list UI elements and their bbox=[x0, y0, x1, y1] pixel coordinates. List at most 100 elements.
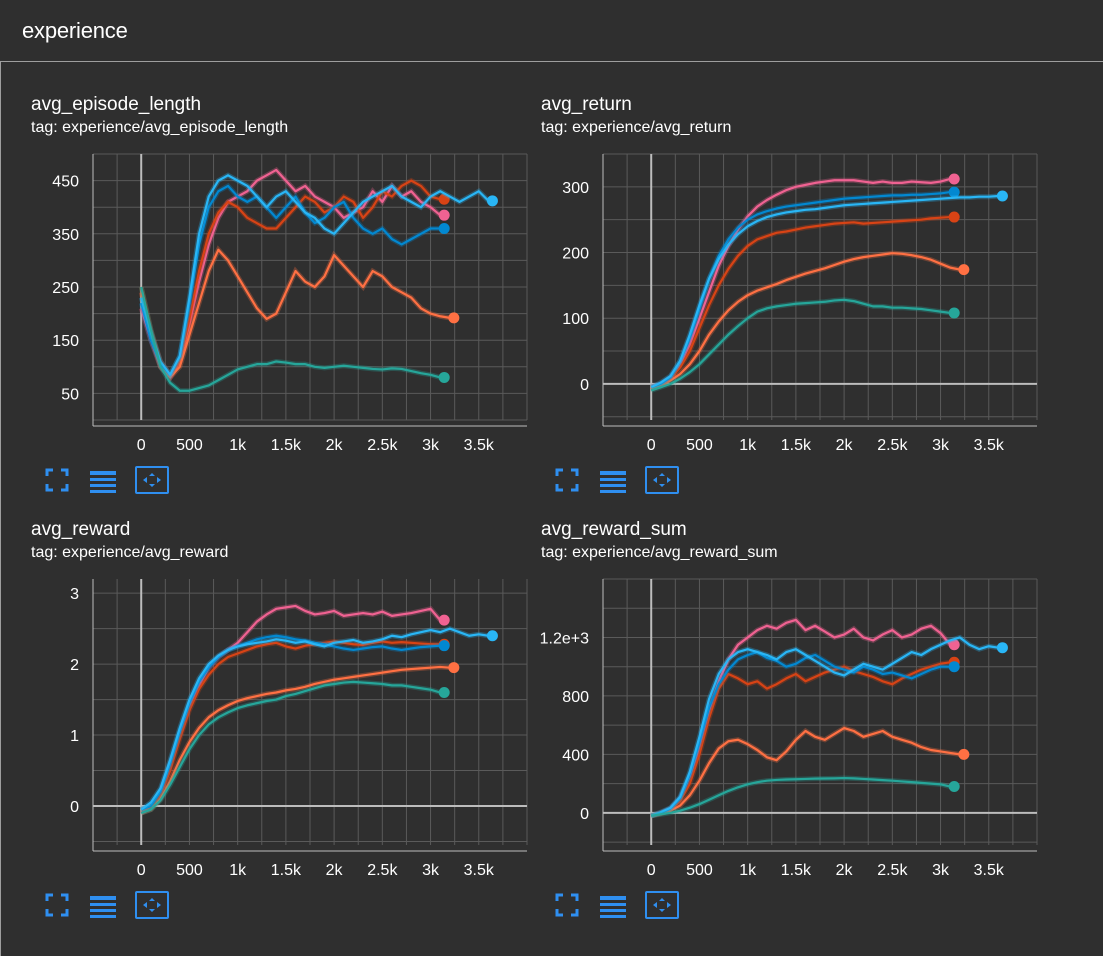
y-tick-label: 250 bbox=[52, 280, 79, 297]
series-line-raw bbox=[139, 625, 489, 812]
series-line-run-2 bbox=[650, 215, 951, 389]
x-tick-label: 500 bbox=[686, 862, 713, 879]
fullscreen-icon bbox=[555, 468, 579, 492]
fit-domain-button[interactable] bbox=[135, 891, 169, 919]
x-tick-label: 500 bbox=[686, 437, 713, 454]
fit-domain-button[interactable] bbox=[645, 466, 679, 494]
chart-avg-episode-length[interactable]: 0 500 1k 1.5k 2k 2.5k 3k 3.5k 50 150 250 350 450 bbox=[31, 94, 551, 464]
series-line-run-3 bbox=[650, 252, 961, 391]
fit-domain-icon bbox=[143, 473, 161, 487]
series-line-run-4 bbox=[650, 650, 951, 817]
series-end-marker-run-6 bbox=[948, 781, 960, 793]
x-tick-label: 2.5k bbox=[367, 437, 398, 454]
series-line-raw bbox=[140, 638, 441, 812]
series-end-marker-run-3 bbox=[958, 748, 970, 760]
x-tick-label: 0 bbox=[647, 437, 656, 454]
data-table-icon bbox=[90, 896, 116, 918]
x-tick-label: 500 bbox=[176, 437, 203, 454]
fit-domain-icon bbox=[653, 473, 671, 487]
fit-domain-icon bbox=[653, 898, 671, 912]
chart-toolbar bbox=[43, 891, 193, 921]
series-end-marker-run-6 bbox=[438, 686, 450, 698]
chart-card-avg-reward: avg_reward tag: experience/avg_reward 0 5… bbox=[31, 519, 551, 939]
fullscreen-icon bbox=[45, 468, 69, 492]
series-end-marker-run-6 bbox=[948, 307, 960, 319]
fullscreen-button[interactable] bbox=[553, 891, 581, 919]
x-tick-label: 3k bbox=[932, 437, 950, 454]
series-line-run-2 bbox=[650, 661, 951, 817]
chart-toolbar bbox=[553, 891, 703, 921]
series-end-marker-run-3 bbox=[958, 264, 970, 276]
series-end-marker-run-1 bbox=[438, 209, 450, 221]
series-line-run-1 bbox=[140, 168, 441, 379]
fit-domain-button[interactable] bbox=[645, 891, 679, 919]
charts-container: avg_episode_length tag: experience/avg_e… bbox=[0, 62, 1103, 956]
chart-toolbar bbox=[553, 466, 703, 496]
x-tick-label: 0 bbox=[137, 437, 146, 454]
x-tick-label: 1k bbox=[739, 437, 757, 454]
series-line-run-5 bbox=[650, 636, 999, 817]
series-end-marker-run-2 bbox=[948, 211, 960, 223]
fit-domain-icon bbox=[143, 898, 161, 912]
y-tick-label: 50 bbox=[61, 386, 79, 403]
chart-tag: tag: experience/avg_reward_sum bbox=[541, 544, 778, 561]
series-line-run-6 bbox=[651, 776, 951, 817]
chart-title: avg_reward_sum bbox=[541, 519, 687, 540]
fit-domain-button[interactable] bbox=[135, 466, 169, 494]
data-table-button[interactable] bbox=[89, 891, 117, 919]
x-tick-label: 1.5k bbox=[781, 862, 812, 879]
fullscreen-button[interactable] bbox=[553, 466, 581, 494]
series-end-marker-run-5 bbox=[996, 642, 1008, 654]
fullscreen-icon bbox=[555, 893, 579, 917]
y-tick-label: 0 bbox=[70, 799, 79, 816]
chart-title: avg_return bbox=[541, 94, 632, 115]
x-tick-label: 1.5k bbox=[781, 437, 812, 454]
series-end-marker-run-2 bbox=[438, 193, 450, 205]
data-table-button[interactable] bbox=[599, 466, 627, 494]
series-end-marker-run-6 bbox=[438, 371, 450, 383]
x-tick-label: 2.5k bbox=[877, 862, 908, 879]
data-table-button[interactable] bbox=[599, 891, 627, 919]
chart-tag: tag: experience/avg_reward bbox=[31, 544, 229, 561]
y-tick-label: 0 bbox=[580, 806, 589, 823]
series-line-run-1 bbox=[650, 177, 951, 389]
y-tick-label: 800 bbox=[562, 689, 589, 706]
group-header[interactable]: experience bbox=[0, 0, 1103, 62]
series-line-run-3 bbox=[650, 726, 961, 817]
series-line-run-5 bbox=[650, 194, 999, 389]
chart-card-avg-return: avg_return tag: experience/avg_return 0 5… bbox=[541, 94, 1061, 514]
series-line-run-2 bbox=[140, 640, 441, 811]
chart-avg-reward-sum[interactable]: 0 500 1k 1.5k 2k 2.5k 3k 3.5k 0 400 800 1.2e+3 bbox=[540, 519, 1061, 889]
y-tick-label: 450 bbox=[52, 174, 79, 191]
y-tick-label: 1.2e+3 bbox=[540, 630, 589, 647]
x-tick-label: 1k bbox=[229, 862, 247, 879]
fullscreen-icon bbox=[45, 893, 69, 917]
x-tick-label: 2k bbox=[836, 862, 854, 879]
x-tick-label: 3k bbox=[422, 862, 440, 879]
series-end-marker-run-5 bbox=[486, 630, 498, 642]
fullscreen-button[interactable] bbox=[43, 891, 71, 919]
data-table-icon bbox=[600, 471, 626, 493]
x-tick-label: 2.5k bbox=[367, 862, 398, 879]
series-line-run-6 bbox=[650, 298, 951, 392]
x-tick-label: 2k bbox=[326, 437, 344, 454]
chart-card-avg-episode-length: avg_episode_length tag: experience/avg_e… bbox=[31, 94, 551, 514]
chart-avg-reward[interactable]: 0 500 1k 1.5k 2k 2.5k 3k 3.5k 0 1 2 3 bbox=[31, 519, 551, 889]
data-table-button[interactable] bbox=[89, 466, 117, 494]
x-tick-label: 2k bbox=[326, 862, 344, 879]
y-tick-label: 200 bbox=[562, 246, 589, 263]
fullscreen-button[interactable] bbox=[43, 466, 71, 494]
series-end-marker-run-5 bbox=[996, 190, 1008, 202]
series-end-marker-run-4 bbox=[438, 222, 450, 234]
x-tick-label: 500 bbox=[176, 862, 203, 879]
series-line-run-4 bbox=[140, 634, 441, 811]
series-end-marker-run-5 bbox=[486, 195, 498, 207]
series-line-run-1 bbox=[140, 604, 442, 814]
y-tick-label: 150 bbox=[52, 333, 79, 350]
chart-avg-return[interactable]: 0 500 1k 1.5k 2k 2.5k 3k 3.5k 0 100 200 300 bbox=[541, 94, 1061, 464]
y-tick-label: 0 bbox=[580, 377, 589, 394]
y-tick-label: 100 bbox=[562, 311, 589, 328]
series-end-marker-run-1 bbox=[948, 173, 960, 185]
series-line-run-5 bbox=[140, 627, 489, 811]
series-end-marker-run-1 bbox=[948, 639, 960, 651]
